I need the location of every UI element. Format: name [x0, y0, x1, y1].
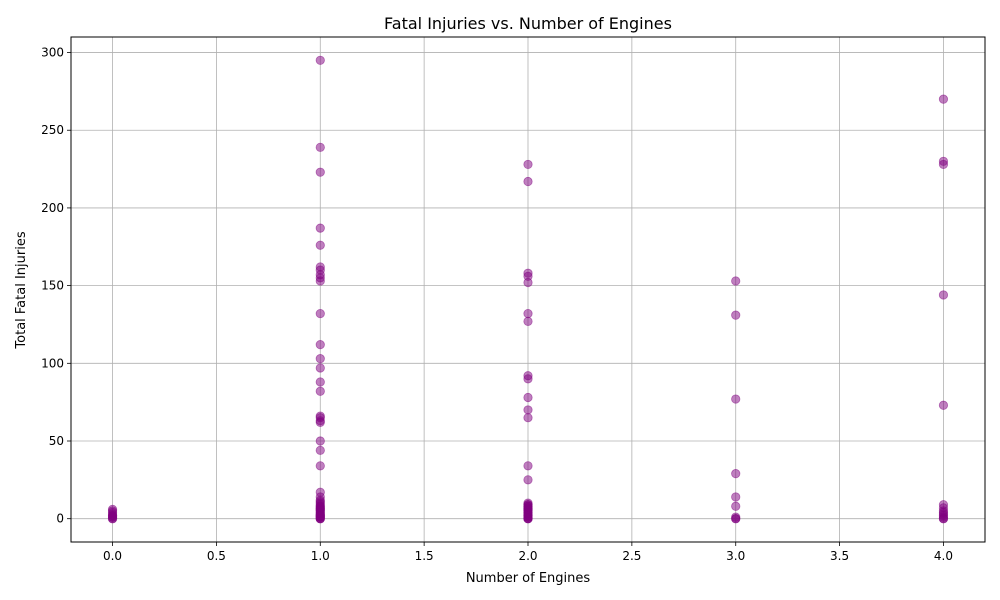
y-tick-label: 250: [41, 123, 64, 137]
data-point: [938, 94, 949, 104]
data-point: [315, 354, 325, 364]
y-tick-label: 150: [41, 279, 64, 293]
y-tick-label: 100: [41, 356, 64, 370]
data-point: [523, 405, 533, 415]
y-tick-label: 200: [41, 201, 64, 215]
data-point: [315, 386, 325, 396]
data-points: [107, 55, 949, 524]
data-point: [938, 514, 949, 524]
data-point: [523, 475, 533, 485]
data-point: [315, 436, 325, 446]
data-point: [938, 159, 949, 170]
data-point: [315, 223, 325, 233]
x-tick-label: 4.0: [934, 549, 953, 563]
data-point: [731, 310, 741, 320]
x-tick-label: 1.0: [311, 549, 330, 563]
x-tick-label: 3.0: [726, 549, 745, 563]
data-point: [731, 514, 741, 524]
data-point: [315, 501, 325, 511]
data-point: [315, 461, 325, 471]
data-point: [731, 469, 741, 479]
data-point: [315, 276, 325, 286]
data-point: [315, 340, 325, 350]
x-tick-label: 0.0: [103, 549, 122, 563]
y-tick-label: 0: [56, 512, 64, 526]
data-point: [523, 316, 533, 326]
data-point: [315, 142, 325, 152]
y-axis-label: Total Fatal Injuries: [14, 231, 29, 349]
data-point: [523, 176, 533, 187]
data-point: [523, 392, 533, 403]
data-point: [315, 55, 325, 65]
x-axis-label: Number of Engines: [466, 571, 591, 586]
y-tick-label: 300: [41, 46, 64, 60]
data-point: [523, 514, 533, 524]
data-point: [315, 510, 325, 521]
y-axis-ticks: 0 50 100 150 200 250 300: [41, 46, 71, 526]
data-point: [938, 400, 949, 410]
data-point: [523, 159, 533, 170]
x-tick-label: 1.5: [415, 549, 434, 563]
data-point: [523, 374, 533, 384]
x-tick-label: 2.5: [622, 549, 641, 563]
x-tick-label: 3.5: [830, 549, 849, 563]
data-point: [731, 394, 741, 404]
chart-title: Fatal Injuries vs. Number of Engines: [384, 14, 672, 33]
data-point: [731, 501, 741, 511]
data-point: [523, 308, 533, 319]
data-point: [315, 240, 325, 250]
data-point: [523, 277, 533, 288]
data-point: [315, 417, 325, 427]
data-point: [315, 167, 325, 177]
data-point: [315, 445, 325, 455]
x-tick-label: 0.5: [207, 549, 226, 563]
x-tick-label: 2.0: [518, 549, 537, 563]
data-point: [731, 492, 741, 502]
data-point: [523, 413, 533, 423]
data-point: [107, 510, 118, 521]
x-axis-ticks: 0.0 0.5 1.0 1.5 2.0 2.5 3.0 3.5 4.0: [103, 542, 953, 563]
data-point: [315, 363, 325, 373]
data-point: [315, 377, 325, 387]
data-point: [938, 290, 949, 300]
y-tick-label: 50: [49, 434, 64, 448]
data-point: [523, 500, 533, 510]
data-point: [731, 276, 741, 286]
data-point: [523, 461, 533, 471]
data-point: [315, 308, 325, 319]
